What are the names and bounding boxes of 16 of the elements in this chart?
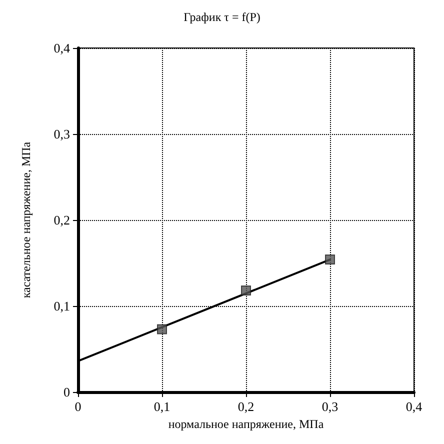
chart-title: График τ = f(P) [184, 10, 260, 24]
x-tick-label: 0 [74, 399, 82, 414]
point [325, 254, 335, 265]
point [157, 324, 167, 334]
x-tick-label: 0,4 [406, 399, 423, 414]
x-axis-title: нормальное напряжение, МПа [168, 416, 324, 431]
y-tick-label: 0,3 [54, 126, 70, 142]
y-tick-label: 0,4 [54, 40, 70, 56]
y-tick-label: 0,1 [54, 298, 70, 314]
x-tick-label: 0,3 [322, 399, 338, 414]
x-tick-label: 0,1 [154, 399, 170, 414]
y-tick-label: 0 [64, 384, 70, 400]
x-tick-label: 0,2 [238, 399, 254, 414]
y-axis-title: касательное напряжение, МПа [19, 141, 33, 298]
point [241, 286, 251, 296]
y-tick-label: 0,2 [54, 212, 70, 228]
